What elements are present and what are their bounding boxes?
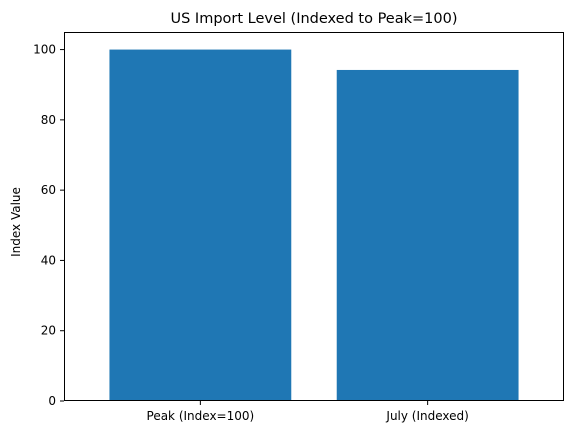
x-tick-label-1: July (Indexed) — [385, 409, 468, 423]
plot-frame — [64, 32, 564, 401]
y-tick-label-0: 0 — [48, 394, 56, 408]
y-axis: 0 20 40 60 80 100 — [33, 43, 64, 408]
y-tick-label-3: 60 — [41, 183, 56, 197]
bars — [109, 49, 519, 401]
x-tick-label-0: Peak (Index=100) — [147, 409, 255, 423]
x-axis: Peak (Index=100) July (Indexed) — [147, 401, 469, 423]
y-tick-label-5: 100 — [33, 43, 56, 57]
bar-0 — [109, 49, 292, 401]
y-tick-label-2: 40 — [41, 253, 56, 267]
y-tick-label-1: 20 — [41, 324, 56, 338]
chart-title: US Import Level (Indexed to Peak=100) — [171, 11, 458, 27]
y-axis-label: Index Value — [9, 187, 23, 257]
y-tick-label-4: 80 — [41, 113, 56, 127]
bar-1 — [336, 69, 519, 401]
